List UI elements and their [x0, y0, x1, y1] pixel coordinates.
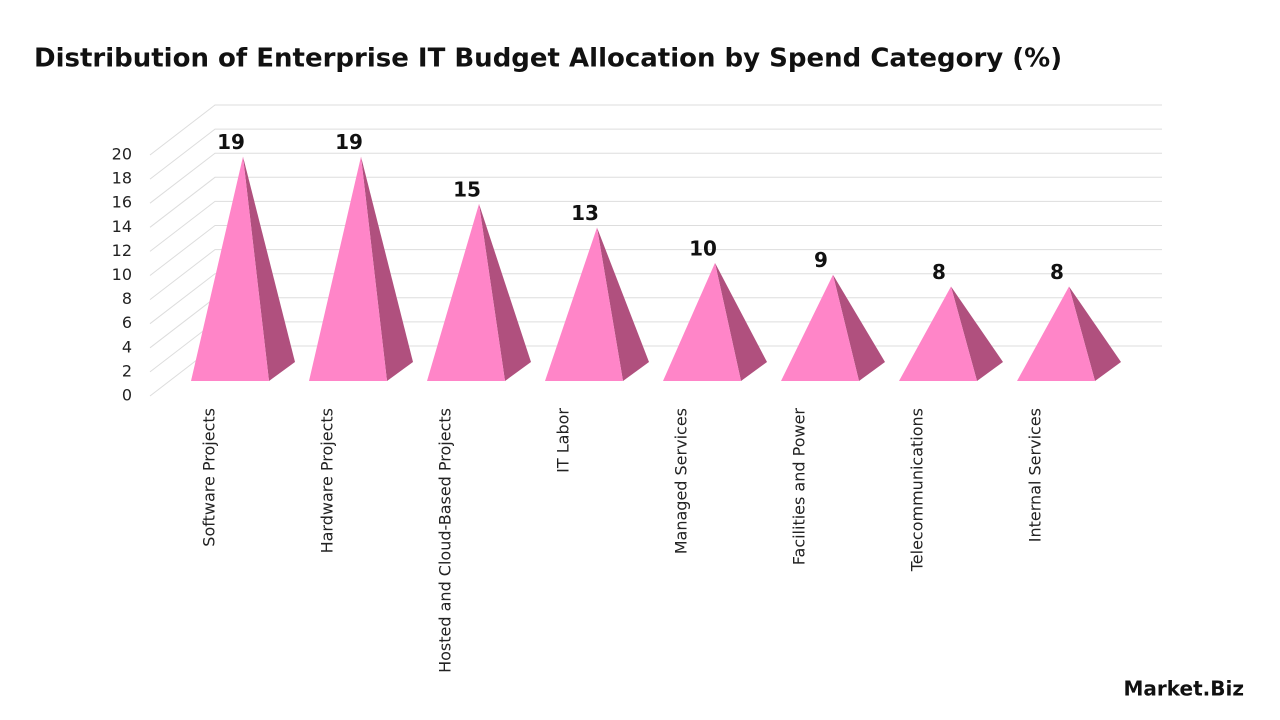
grid-line	[149, 297, 1162, 349]
grid-line	[149, 345, 1162, 397]
grid-line	[149, 176, 1162, 228]
value-label: 15	[453, 177, 481, 201]
pyramid-front	[899, 286, 977, 381]
grid-line	[149, 225, 1162, 276]
grid-line	[149, 128, 1162, 180]
pyramid-side	[833, 274, 885, 381]
value-label: 19	[335, 130, 363, 154]
pyramid-front	[1017, 286, 1095, 381]
grid-line	[149, 200, 1162, 252]
value-label: 8	[1050, 260, 1064, 284]
y-tick-label: 12	[112, 241, 132, 260]
pyramid-front	[663, 262, 741, 381]
pyramid-side	[479, 203, 531, 381]
x-tick-label: Managed Services	[672, 408, 691, 554]
y-tick-label: 10	[112, 265, 132, 284]
x-tick-label: Hosted and Cloud-Based Projects	[436, 408, 455, 673]
x-tick-label: Internal Services	[1026, 408, 1045, 542]
watermark: Market.Biz	[1124, 677, 1245, 701]
grid-line	[149, 273, 1162, 325]
pyramid-front	[191, 156, 269, 381]
grid-line	[149, 249, 1162, 300]
pyramid-side	[1069, 286, 1121, 381]
y-tick-label: 20	[112, 145, 132, 164]
pyramid-front	[545, 227, 623, 381]
pyramid-front	[781, 274, 859, 381]
chart-title: Distribution of Enterprise IT Budget All…	[34, 44, 1062, 74]
x-tick-label: Telecommunications	[908, 408, 927, 572]
y-tick-label: 2	[122, 361, 132, 380]
pyramid-side	[951, 286, 1003, 381]
pyramid-side	[597, 227, 649, 381]
pyramid-side	[361, 156, 413, 381]
pyramid-front	[427, 203, 505, 381]
y-tick-label: 4	[122, 337, 132, 356]
y-tick-label: 16	[112, 193, 132, 212]
value-label: 8	[932, 260, 946, 284]
x-tick-label: Software Projects	[200, 408, 219, 547]
pyramid-side	[715, 262, 767, 381]
y-tick-label: 6	[122, 313, 132, 332]
pyramid-side	[243, 156, 295, 381]
x-tick-label: Facilities and Power	[790, 408, 809, 566]
pyramid-front	[309, 156, 387, 381]
y-tick-label: 18	[112, 169, 132, 188]
value-label: 13	[571, 201, 599, 225]
y-tick-label: 14	[112, 217, 132, 236]
value-label: 19	[217, 130, 245, 154]
value-label: 10	[689, 236, 717, 260]
grid-line	[149, 104, 1162, 156]
grid-line	[149, 321, 1162, 373]
x-tick-label: IT Labor	[554, 408, 573, 473]
y-tick-label: 8	[122, 289, 132, 308]
x-tick-label: Hardware Projects	[318, 408, 337, 553]
y-tick-label: 0	[122, 386, 132, 405]
grid-line	[149, 152, 1162, 204]
value-label: 9	[814, 248, 828, 272]
